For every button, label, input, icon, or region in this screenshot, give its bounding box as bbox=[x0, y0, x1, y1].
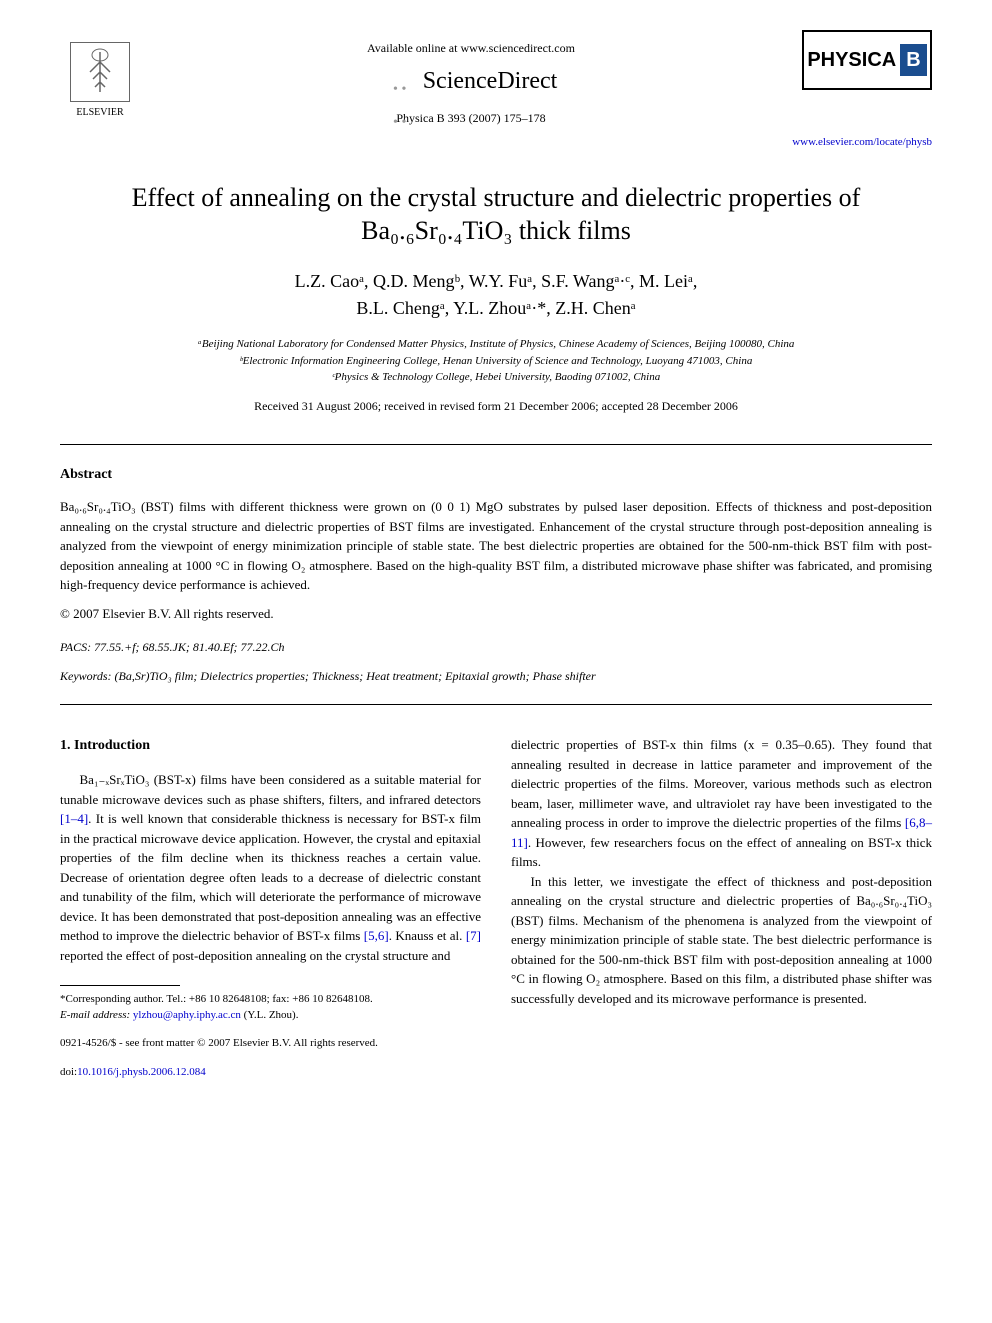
abstract-heading: Abstract bbox=[60, 465, 932, 485]
journal-reference: Physica B 393 (2007) 175–178 bbox=[140, 110, 802, 127]
intro-paragraph-2: In this letter, we investigate the effec… bbox=[511, 872, 932, 1009]
physica-logo: PHYSICA B bbox=[802, 30, 932, 90]
physica-b-badge: B bbox=[900, 44, 926, 76]
pacs-codes: PACS: 77.55.+f; 68.55.JK; 81.40.Ef; 77.2… bbox=[60, 639, 932, 656]
keywords: Keywords: (Ba,Sr)TiO₃ film; Dielectrics … bbox=[60, 668, 932, 685]
physica-text: PHYSICA bbox=[807, 46, 896, 74]
doi-line: doi:10.1016/j.physb.2006.12.084 bbox=[60, 1064, 481, 1081]
column-right: dielectric properties of BST-x thin film… bbox=[511, 735, 932, 1080]
affiliation-a: ᵃBeijing National Laboratory for Condens… bbox=[60, 336, 932, 353]
affiliation-c: ᶜPhysics & Technology College, Hebei Uni… bbox=[60, 369, 932, 386]
column-left: 1. Introduction Ba₁₋ₓSrₓTiO₃ (BST-x) fil… bbox=[60, 735, 481, 1080]
intro-continuation: dielectric properties of BST-x thin film… bbox=[511, 735, 932, 872]
journal-url-link[interactable]: www.elsevier.com/locate/physb bbox=[60, 135, 932, 150]
ref-link-1-4[interactable]: [1–4] bbox=[60, 811, 88, 826]
affiliations: ᵃBeijing National Laboratory for Condens… bbox=[60, 336, 932, 386]
sciencedirect-text: ScienceDirect bbox=[423, 65, 558, 99]
abstract-text: Ba₀.₆Sr₀.₄TiO₃ (BST) films with differen… bbox=[60, 497, 932, 595]
intro-paragraph-1: Ba₁₋ₓSrₓTiO₃ (BST-x) films have been con… bbox=[60, 770, 481, 965]
available-online-text: Available online at www.sciencedirect.co… bbox=[140, 40, 802, 57]
physica-block: PHYSICA B bbox=[802, 30, 932, 90]
footnote-divider bbox=[60, 985, 180, 986]
sciencedirect-logo: ScienceDirect bbox=[140, 65, 802, 99]
ref-link-5-6[interactable]: [5,6] bbox=[364, 928, 389, 943]
body-columns: 1. Introduction Ba₁₋ₓSrₓTiO₃ (BST-x) fil… bbox=[60, 735, 932, 1080]
sciencedirect-dots-icon bbox=[385, 70, 415, 94]
divider-bottom bbox=[60, 704, 932, 705]
elsevier-tree-icon bbox=[70, 42, 130, 102]
doi-link[interactable]: 10.1016/j.physb.2006.12.084 bbox=[77, 1066, 206, 1078]
issn-line: 0921-4526/$ - see front matter © 2007 El… bbox=[60, 1035, 481, 1052]
received-dates: Received 31 August 2006; received in rev… bbox=[60, 398, 932, 415]
ref-link-7[interactable]: [7] bbox=[466, 928, 481, 943]
email-link[interactable]: ylzhou@aphy.iphy.ac.cn bbox=[133, 1009, 241, 1021]
authors-list: L.Z. Caoᵃ, Q.D. Mengᵇ, W.Y. Fuᵃ, S.F. Wa… bbox=[60, 268, 932, 322]
email-line: E-mail address: ylzhou@aphy.iphy.ac.cn (… bbox=[60, 1008, 481, 1023]
section-1-heading: 1. Introduction bbox=[60, 735, 481, 756]
affiliation-b: ᵇElectronic Information Engineering Coll… bbox=[60, 353, 932, 370]
elsevier-logo: ELSEVIER bbox=[60, 30, 140, 120]
center-header: Available online at www.sciencedirect.co… bbox=[140, 30, 802, 127]
divider-top bbox=[60, 444, 932, 445]
corresponding-author-footnote: *Corresponding author. Tel.: +86 10 8264… bbox=[60, 992, 481, 1023]
article-title: Effect of annealing on the crystal struc… bbox=[60, 181, 932, 249]
header-row: ELSEVIER Available online at www.science… bbox=[60, 30, 932, 127]
abstract-copyright: © 2007 Elsevier B.V. All rights reserved… bbox=[60, 605, 932, 623]
elsevier-label: ELSEVIER bbox=[76, 106, 123, 120]
